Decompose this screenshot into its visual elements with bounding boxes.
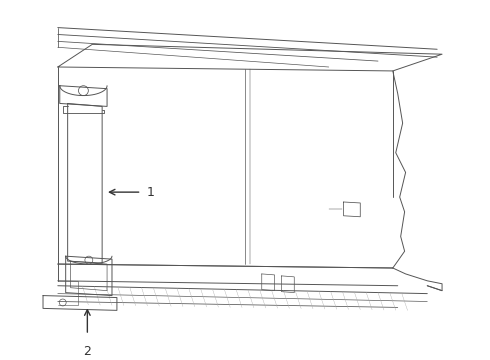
- Text: 2: 2: [83, 345, 91, 358]
- Text: 1: 1: [147, 186, 154, 199]
